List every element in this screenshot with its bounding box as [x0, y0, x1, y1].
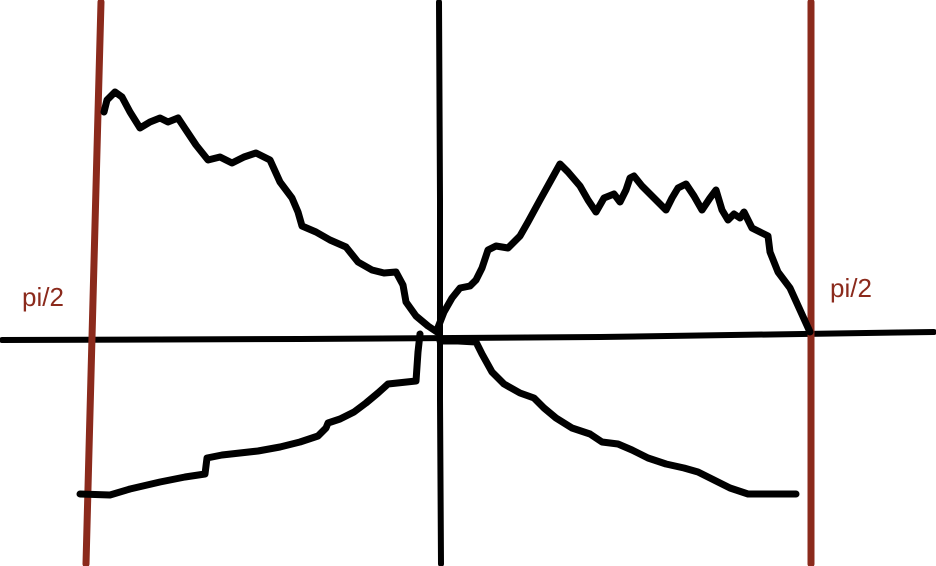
left-boundary-line [82, 0, 105, 566]
vertical-axis [436, 0, 444, 566]
right-boundary-label: pi/2 [830, 273, 872, 303]
lower-left-curve [76, 330, 424, 499]
upper-right-curve [433, 160, 814, 336]
lower-right-curve [436, 337, 800, 498]
left-boundary-label: pi/2 [22, 282, 64, 312]
upper-left-curve [100, 88, 441, 336]
